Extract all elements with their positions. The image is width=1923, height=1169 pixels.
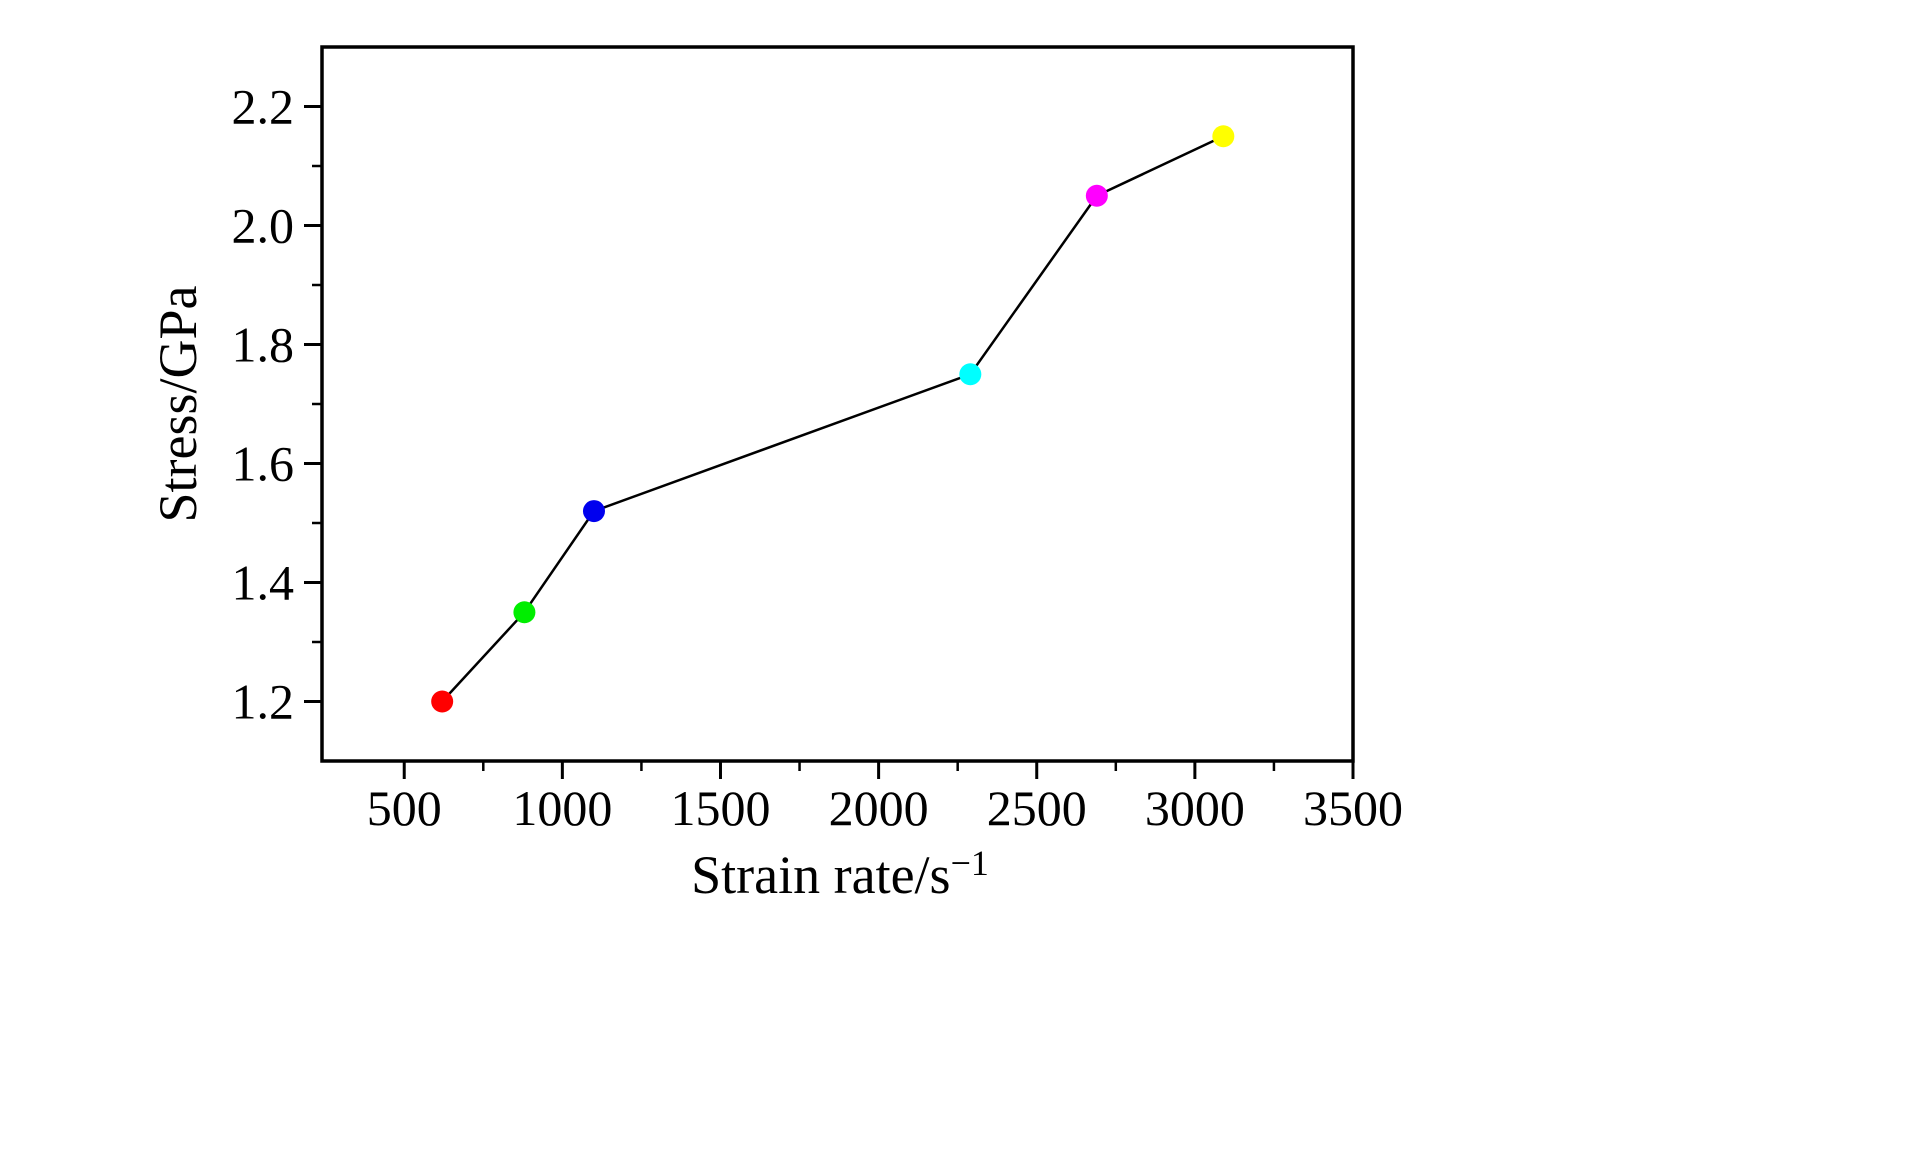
y-axis-label: Stress/GPa (148, 285, 208, 522)
x-tick-label: 2500 (987, 780, 1087, 836)
y-tick-label: 1.4 (232, 555, 295, 611)
y-tick-label: 1.6 (232, 436, 295, 492)
data-line (441, 135, 1224, 703)
x-tick-label: 500 (367, 780, 442, 836)
data-point-blue (582, 500, 605, 523)
plot-generated: 500 1000 1500 2000 2500 3000 3500 1.2 1.4 1.6 1.8 2… (232, 45, 1403, 836)
data-point-red (431, 690, 454, 713)
x-tick-label: 3000 (1145, 780, 1245, 836)
x-tick-label: 1000 (512, 780, 612, 836)
x-tick-label: 1500 (670, 780, 770, 836)
x-axis-label-base: Strain rate/s (691, 845, 950, 905)
data-point-yellow (1212, 125, 1235, 148)
plot-frame (320, 45, 1355, 763)
data-point-cyan (959, 363, 982, 386)
y-tick-label: 1.2 (232, 674, 295, 730)
y-tick-label: 1.8 (232, 317, 295, 373)
x-axis-label: Strain rate/s−1 (691, 843, 989, 905)
y-tick-label: 2.2 (232, 79, 295, 135)
x-axis-label-superscript: −1 (951, 843, 989, 883)
y-tick-label: 2.0 (232, 198, 295, 254)
data-point-green (513, 601, 536, 624)
x-tick-label: 3500 (1303, 780, 1403, 836)
x-tick-label: 2000 (829, 780, 929, 836)
data-point-magenta (1085, 184, 1108, 207)
